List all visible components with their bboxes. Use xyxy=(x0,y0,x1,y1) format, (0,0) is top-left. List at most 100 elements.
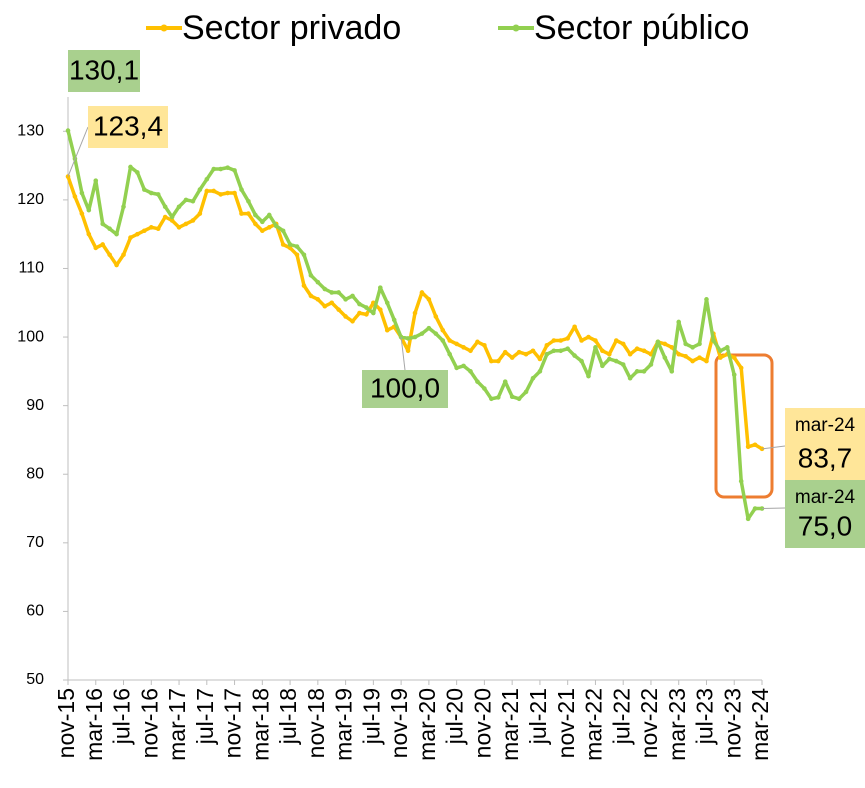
x-tick-label: mar-18 xyxy=(247,688,273,761)
y-tick-label: 60 xyxy=(26,603,44,620)
x-tick-label: jul-18 xyxy=(275,688,301,745)
point xyxy=(336,290,341,295)
point xyxy=(322,303,328,309)
point xyxy=(343,314,348,319)
point xyxy=(544,342,550,348)
point xyxy=(613,338,619,343)
x-tick-label: nov-20 xyxy=(469,688,495,758)
y-tick-label: 80 xyxy=(26,465,44,482)
point xyxy=(121,252,126,258)
highlight-box xyxy=(714,353,774,499)
point xyxy=(260,219,265,225)
point xyxy=(100,221,105,227)
point xyxy=(544,351,550,357)
point xyxy=(169,218,175,223)
point xyxy=(426,325,432,331)
point xyxy=(350,293,355,299)
x-tick-label: nov-15 xyxy=(53,688,79,758)
point xyxy=(197,187,203,192)
point xyxy=(454,341,459,347)
point xyxy=(482,342,487,348)
point xyxy=(593,338,598,343)
point xyxy=(260,228,265,234)
point xyxy=(155,226,161,231)
point xyxy=(155,192,161,197)
point xyxy=(475,379,480,384)
point xyxy=(752,506,758,511)
x-tick-label: jul-20 xyxy=(442,688,468,745)
point xyxy=(190,218,196,223)
point xyxy=(86,231,92,237)
point xyxy=(253,212,258,218)
point xyxy=(509,394,515,400)
point xyxy=(669,369,675,374)
x-tick-label: mar-20 xyxy=(414,688,440,761)
label-category: mar-24 xyxy=(795,487,856,508)
point xyxy=(232,168,237,173)
point xyxy=(114,231,119,237)
point xyxy=(225,165,230,170)
point xyxy=(593,345,598,350)
point xyxy=(128,164,133,170)
point xyxy=(641,348,647,354)
point xyxy=(183,221,189,227)
point xyxy=(523,351,529,357)
point xyxy=(280,242,286,247)
point xyxy=(162,204,168,210)
data-label: 100,0 xyxy=(370,372,440,403)
point xyxy=(419,290,425,295)
point xyxy=(759,446,765,452)
point xyxy=(662,355,668,360)
point xyxy=(433,331,439,336)
point xyxy=(516,349,522,355)
point xyxy=(558,338,564,343)
point xyxy=(364,312,369,317)
point xyxy=(322,286,328,292)
leader-line xyxy=(67,126,89,177)
point xyxy=(551,348,557,354)
point xyxy=(711,338,716,343)
y-tick-label: 70 xyxy=(26,534,44,551)
point xyxy=(620,341,626,347)
x-tick-label: nov-18 xyxy=(303,688,329,758)
point xyxy=(343,297,348,302)
point xyxy=(211,166,217,172)
x-tick-label: nov-22 xyxy=(636,688,662,758)
point xyxy=(197,211,203,216)
point xyxy=(294,252,300,258)
point xyxy=(565,336,570,341)
y-tick-label: 90 xyxy=(26,397,44,414)
point xyxy=(266,225,272,230)
x-tick-label: nov-23 xyxy=(719,688,745,758)
point xyxy=(287,245,293,251)
point xyxy=(718,355,723,360)
point xyxy=(600,348,605,354)
point xyxy=(79,190,85,196)
data-label: 83,7 xyxy=(798,442,853,473)
point xyxy=(620,362,626,367)
x-tick-label: mar-17 xyxy=(164,688,190,761)
point xyxy=(294,244,300,249)
point xyxy=(579,358,584,364)
point xyxy=(683,341,688,347)
point xyxy=(537,369,543,374)
point xyxy=(315,279,321,285)
legend-label: Sector privado xyxy=(182,9,401,47)
point xyxy=(162,214,168,220)
point xyxy=(211,188,217,194)
point xyxy=(447,338,453,343)
point xyxy=(218,192,223,197)
point xyxy=(731,355,737,360)
point xyxy=(697,341,702,347)
point xyxy=(378,307,383,312)
point xyxy=(502,349,508,355)
point xyxy=(218,166,223,172)
point xyxy=(475,339,480,345)
label-category: mar-24 xyxy=(795,415,856,436)
point xyxy=(253,221,258,227)
point xyxy=(738,478,744,484)
point xyxy=(600,363,605,369)
point xyxy=(169,214,175,220)
y-tick-label: 130 xyxy=(17,123,44,140)
point xyxy=(495,395,501,400)
